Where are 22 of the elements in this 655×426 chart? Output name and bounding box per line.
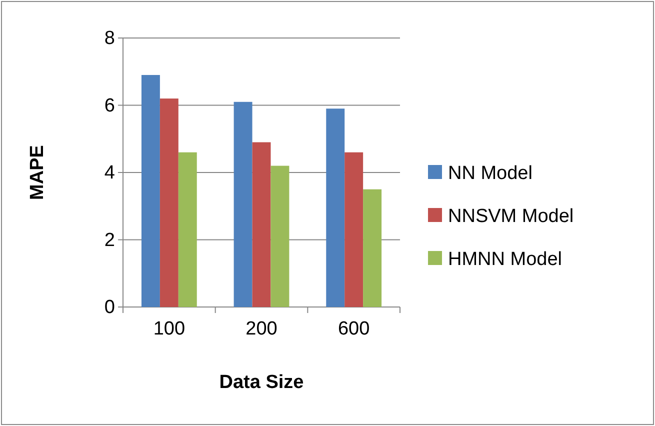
y-tick-label: 6: [104, 95, 115, 116]
x-axis-title: Data Size: [219, 372, 304, 393]
y-tick-label: 0: [104, 297, 115, 318]
bar: [234, 102, 252, 307]
y-axis-title: MAPE: [27, 145, 48, 200]
bar: [344, 152, 364, 307]
x-tick-label: 200: [246, 318, 278, 340]
bar: [252, 142, 271, 307]
x-tick-label: 600: [338, 318, 370, 340]
legend-label: NN Model: [448, 163, 532, 184]
bar: [326, 108, 345, 307]
y-tick-label: 8: [104, 28, 115, 50]
y-tick-label: 4: [104, 162, 116, 184]
legend-label: HMNN Model: [448, 249, 562, 270]
bar: [363, 189, 382, 307]
x-tick-label: 100: [153, 318, 186, 340]
bar: [178, 152, 197, 307]
y-tick-label: 2: [104, 230, 115, 251]
bar: [141, 74, 160, 307]
bar: [270, 166, 290, 307]
bar: [160, 98, 178, 307]
legend-label: NNSVM Model: [448, 206, 574, 227]
